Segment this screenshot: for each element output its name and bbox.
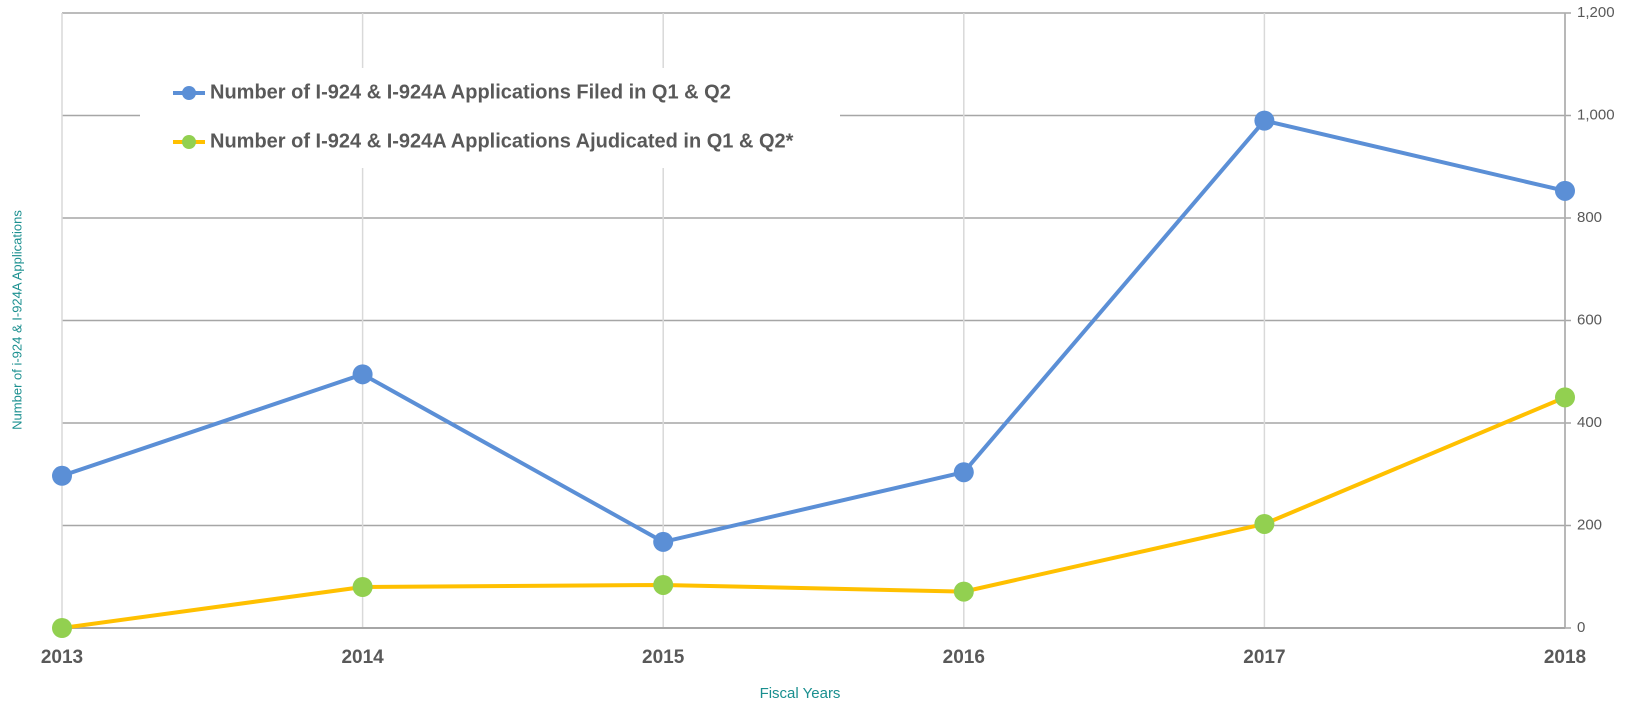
x-tick-label: 2013 [41,647,83,668]
data-point [1555,180,1575,201]
y-tick-label: 400 [1577,414,1602,431]
data-point [1555,387,1575,408]
y-axis-title: Number of i-924 & I-924A Applications [9,210,24,430]
data-point [653,531,674,552]
data-point [1254,110,1275,131]
data-point [52,618,72,638]
x-tick-label: 2014 [341,647,384,668]
legend-label: Number of I-924 & I-924A Applications Fi… [210,81,731,103]
y-tick-label: 1,000 [1577,106,1615,123]
data-point [52,465,72,486]
legend-marker [182,86,196,100]
legend-label: Number of I-924 & I-924A Applications Aj… [210,130,794,152]
x-tick-label: 2015 [642,647,685,668]
y-tick-label: 200 [1577,516,1602,533]
y-tick-label: 600 [1577,311,1602,328]
x-tick-label: 2018 [1544,647,1586,668]
y-tick-label: 0 [1577,619,1585,636]
data-point [352,364,373,385]
x-axis-title: Fiscal Years [760,685,841,702]
legend-marker [182,135,196,149]
y-tick-label: 800 [1577,209,1602,226]
data-point [953,581,974,602]
x-tick-label: 2017 [1243,647,1285,668]
data-point [1254,513,1275,534]
series-line [61,395,1566,630]
x-tick-label: 2016 [943,647,985,668]
series-line [61,118,1566,544]
data-point [352,577,373,597]
data-point [653,574,674,595]
legend-box [140,68,840,168]
data-point [953,462,974,483]
y-tick-label: 1,200 [1577,4,1615,21]
